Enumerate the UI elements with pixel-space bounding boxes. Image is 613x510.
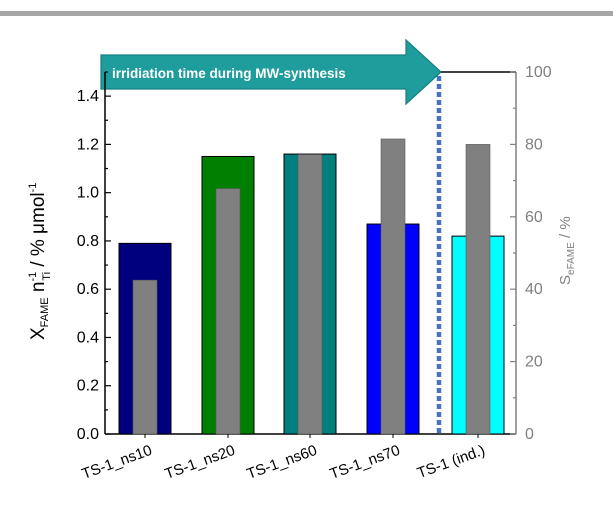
bar-secondary [465, 144, 491, 435]
x-tick-label: TS-1_ns70 [328, 442, 403, 483]
x-tick-label: TS-1_ns10 [80, 442, 155, 483]
bar-secondary [132, 279, 158, 435]
y-left-tick-label: 1.4 [77, 88, 99, 105]
y-axis-title-right: SeFAME / % [557, 216, 577, 285]
y-right-tick-label: 100 [525, 64, 552, 81]
x-tick-label: TS-1_ns60 [245, 442, 320, 483]
bar-secondary [215, 188, 241, 435]
y-right-tick-label: 20 [525, 354, 543, 371]
y-left-tick-label: 0.2 [77, 378, 99, 395]
y-left-tick-label: 1.2 [77, 136, 99, 153]
bar-secondary [297, 154, 323, 435]
top-rule [0, 11, 613, 16]
y-left-tick-label: 0.4 [77, 329, 99, 346]
y-right-tick-label: 60 [525, 209, 543, 226]
bar-secondary [380, 138, 406, 435]
y-axis-title-left: XFAME n-1 Ti / % μmol-1 [27, 183, 53, 340]
y-left-tick-label: 0.8 [77, 233, 99, 250]
x-tick-label: TS-1_ns20 [163, 442, 238, 483]
y-right-tick-label: 0 [525, 426, 534, 443]
annotation-arrow: irridiation time during MW-synthesis [100, 38, 442, 106]
y-right-tick-label: 80 [525, 136, 543, 153]
arrow-shape [100, 38, 442, 106]
y-left-tick-label: 0.0 [77, 426, 99, 443]
y-right-tick-label: 40 [525, 281, 543, 298]
annotation-text: irridiation time during MW-synthesis [112, 66, 346, 81]
y-left-tick-label: 0.6 [77, 281, 99, 298]
y-left-tick-label: 1.0 [77, 185, 99, 202]
x-tick-label: TS-1 (ind.) [415, 442, 487, 482]
